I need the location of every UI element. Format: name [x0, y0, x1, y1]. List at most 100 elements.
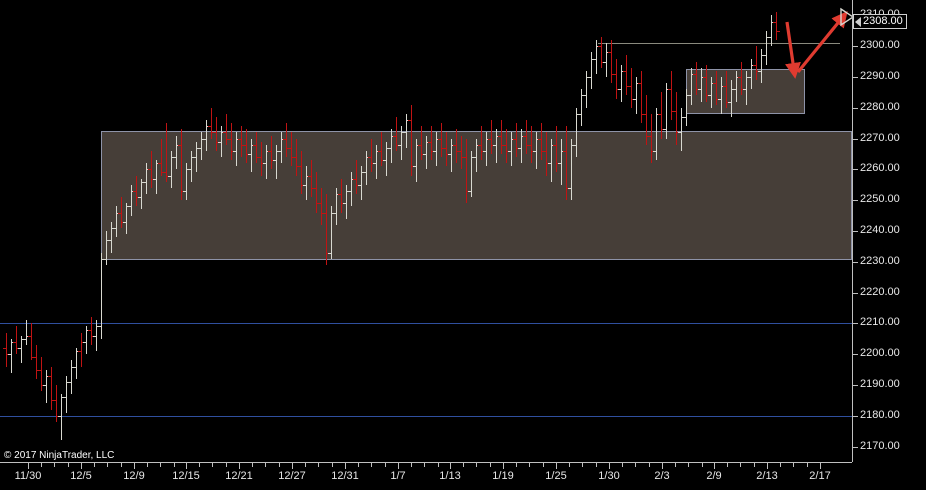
ohlc-open-tick	[698, 89, 701, 90]
time-minor-tick	[160, 463, 161, 467]
ohlc-open-tick	[293, 157, 296, 158]
ohlc-bar	[191, 151, 192, 182]
time-minor-tick	[793, 463, 794, 467]
ohlc-bar	[226, 114, 227, 145]
time-minor-tick	[649, 463, 650, 467]
ohlc-bar	[386, 142, 387, 176]
ohlc-open-tick	[143, 182, 146, 183]
time-minor-tick	[476, 463, 477, 467]
support-line-2210[interactable]	[0, 323, 852, 324]
ohlc-open-tick	[288, 148, 291, 149]
ohlc-open-tick	[733, 89, 736, 90]
ohlc-bar	[326, 194, 327, 265]
ohlc-open-tick	[558, 163, 561, 164]
ohlc-open-tick	[548, 163, 551, 164]
ohlc-open-tick	[443, 148, 446, 149]
time-minor-tick	[318, 463, 319, 467]
ohlc-bar	[371, 139, 372, 172]
ohlc-bar	[571, 139, 572, 200]
ohlc-bar	[56, 385, 57, 422]
ohlc-open-tick	[628, 86, 631, 87]
ohlc-open-tick	[653, 151, 656, 152]
ohlc-bar	[6, 333, 7, 367]
price-tick-label: 2170.00	[860, 440, 900, 452]
price-tick	[853, 354, 858, 355]
support-line-2180[interactable]	[0, 416, 852, 417]
ohlc-bar	[531, 126, 532, 163]
ohlc-bar	[506, 129, 507, 163]
ohlc-open-tick	[418, 145, 421, 146]
time-minor-tick	[371, 463, 372, 467]
ohlc-open-tick	[253, 145, 256, 146]
ohlc-open-tick	[128, 206, 131, 207]
ohlc-open-tick	[753, 65, 756, 66]
price-tick-label: 2290.00	[860, 70, 900, 82]
ohlc-open-tick	[593, 59, 596, 60]
price-tick-label: 2190.00	[860, 378, 900, 390]
price-tick-label: 2270.00	[860, 132, 900, 144]
ohlc-bar	[31, 323, 32, 360]
time-minor-tick	[121, 463, 122, 467]
ohlc-open-tick	[183, 191, 186, 192]
time-tick-label: 12/15	[172, 470, 200, 482]
time-minor-tick	[622, 463, 623, 467]
ohlc-bar	[516, 123, 517, 157]
ohlc-bar	[296, 139, 297, 176]
ohlc-open-tick	[633, 99, 636, 100]
time-minor-tick	[94, 463, 95, 467]
ohlc-bar	[261, 142, 262, 176]
ohlc-bar	[246, 129, 247, 163]
ohlc-open-tick	[583, 95, 586, 96]
time-minor-tick	[107, 463, 108, 467]
time-axis[interactable]: 11/30 12/5 12/9 12/15 12/21 12/27 12/31 1/7 1/13…	[0, 462, 926, 490]
chart-plot-area[interactable]: © 2017 NinjaTrader, LLC	[0, 0, 852, 462]
ohlc-bar	[181, 129, 182, 200]
ohlc-bar	[716, 71, 717, 105]
price-tick-label: 2180.00	[860, 409, 900, 421]
ohlc-bar	[91, 317, 92, 345]
ohlc-open-tick	[223, 132, 226, 133]
time-minor-tick	[740, 463, 741, 467]
ohlc-open-tick	[488, 139, 491, 140]
ohlc-open-tick	[763, 55, 766, 56]
ohlc-open-tick	[338, 194, 341, 195]
ohlc-bar	[741, 62, 742, 95]
time-tick-label: 1/7	[390, 470, 406, 482]
ohlc-bar	[126, 203, 127, 234]
price-axis[interactable]: 2310.002300.002290.002280.002270.002260.…	[852, 0, 926, 462]
play-to-end-icon[interactable]	[838, 6, 852, 33]
time-minor-tick	[199, 463, 200, 467]
ohlc-open-tick	[133, 191, 136, 192]
time-tick	[398, 463, 399, 469]
ohlc-bar	[556, 126, 557, 172]
ohlc-open-tick	[388, 148, 391, 149]
ohlc-open-tick	[43, 385, 46, 386]
ohlc-open-tick	[438, 139, 441, 140]
ohlc-bar	[321, 188, 322, 225]
ohlc-open-tick	[63, 397, 66, 398]
resistance-line[interactable]	[598, 43, 840, 44]
ohlc-bar	[756, 46, 757, 80]
ohlc-bar	[301, 151, 302, 194]
ohlc-open-tick	[273, 160, 276, 161]
price-tick	[853, 46, 858, 47]
ohlc-open-tick	[53, 400, 56, 401]
time-minor-tick	[596, 463, 597, 467]
ohlc-open-tick	[758, 71, 761, 72]
time-minor-tick	[147, 463, 148, 467]
ohlc-open-tick	[333, 213, 336, 214]
price-tick-label: 2260.00	[860, 162, 900, 174]
price-tick	[853, 323, 858, 324]
price-tick	[853, 108, 858, 109]
time-minor-tick	[780, 463, 781, 467]
ohlc-bar	[341, 179, 342, 213]
ohlc-open-tick	[613, 74, 616, 75]
ohlc-open-tick	[193, 157, 196, 158]
time-minor-tick	[424, 463, 425, 467]
time-minor-tick	[252, 463, 253, 467]
ohlc-bar	[231, 123, 232, 160]
ohlc-bar	[431, 126, 432, 160]
time-tick-label: 12/31	[331, 470, 359, 482]
time-tick-label: 2/3	[654, 470, 670, 482]
